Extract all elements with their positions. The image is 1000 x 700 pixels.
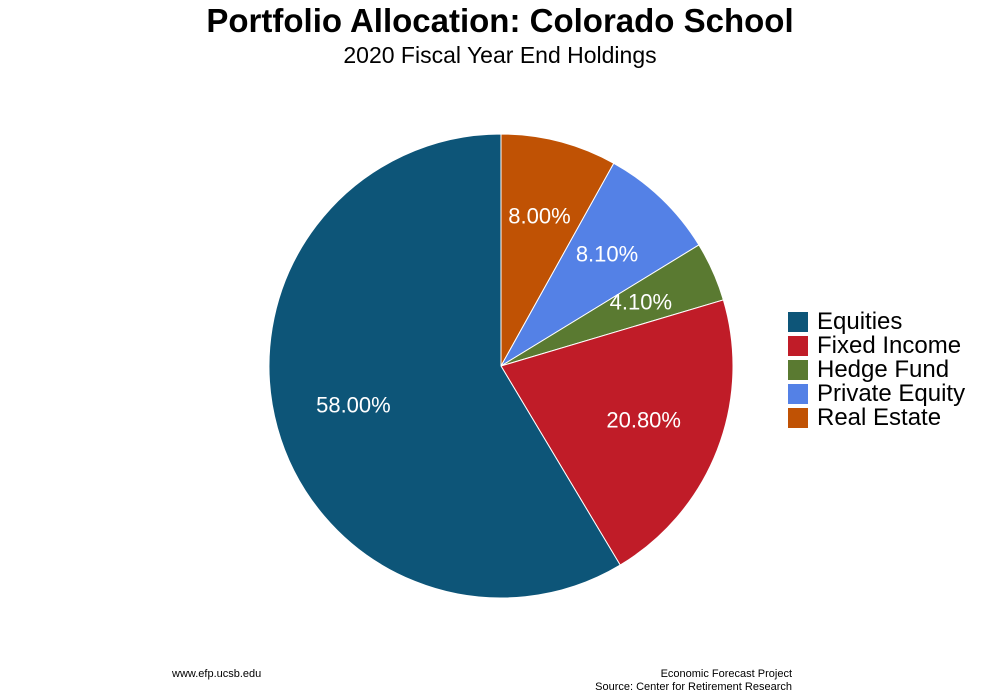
- legend-label: Equities: [817, 308, 903, 335]
- footer-source-line: Source: Center for Retirement Research: [595, 681, 792, 693]
- footer-website: www.efp.ucsb.edu: [172, 668, 262, 680]
- data-label-fixed-income: 20.80%: [606, 407, 681, 432]
- legend-swatch: [788, 312, 808, 332]
- chart-subtitle: 2020 Fiscal Year End Holdings: [343, 42, 657, 68]
- data-label-real-estate: 8.00%: [508, 204, 570, 229]
- pie-slice-equities: [268, 133, 621, 599]
- legend-item-real-estate: Real Estate: [788, 406, 965, 430]
- legend-label: Real Estate: [817, 404, 942, 431]
- legend-swatch: [788, 408, 808, 428]
- legend-swatch: [788, 360, 808, 380]
- footer-source: Economic Forecast Project Source: Center…: [595, 668, 792, 694]
- data-label-equities: 58.00%: [316, 393, 391, 418]
- footer-project: Economic Forecast Project: [660, 668, 792, 680]
- legend-item-hedge-fund: Hedge Fund: [788, 358, 965, 382]
- pie-slice-private-equity: [499, 162, 700, 368]
- legend-item-private-equity: Private Equity: [788, 382, 965, 406]
- legend-label: Fixed Income: [817, 332, 962, 359]
- chart-title: Portfolio Allocation: Colorado School: [206, 2, 794, 39]
- pie-slice-real-estate: [500, 133, 615, 368]
- data-label-hedge-fund: 4.10%: [610, 290, 672, 315]
- data-label-private-equity: 8.10%: [576, 241, 638, 266]
- legend-item-fixed-income: Fixed Income: [788, 334, 965, 358]
- legend: Equities Fixed Income Hedge Fund Private Eq…: [788, 310, 965, 430]
- legend-item-equities: Equities: [788, 310, 965, 334]
- legend-label: Private Equity: [817, 380, 966, 407]
- legend-swatch: [788, 384, 808, 404]
- legend-label: Hedge Fund: [817, 356, 950, 383]
- pie-slice-fixed-income: [500, 299, 734, 566]
- legend-swatch: [788, 336, 808, 356]
